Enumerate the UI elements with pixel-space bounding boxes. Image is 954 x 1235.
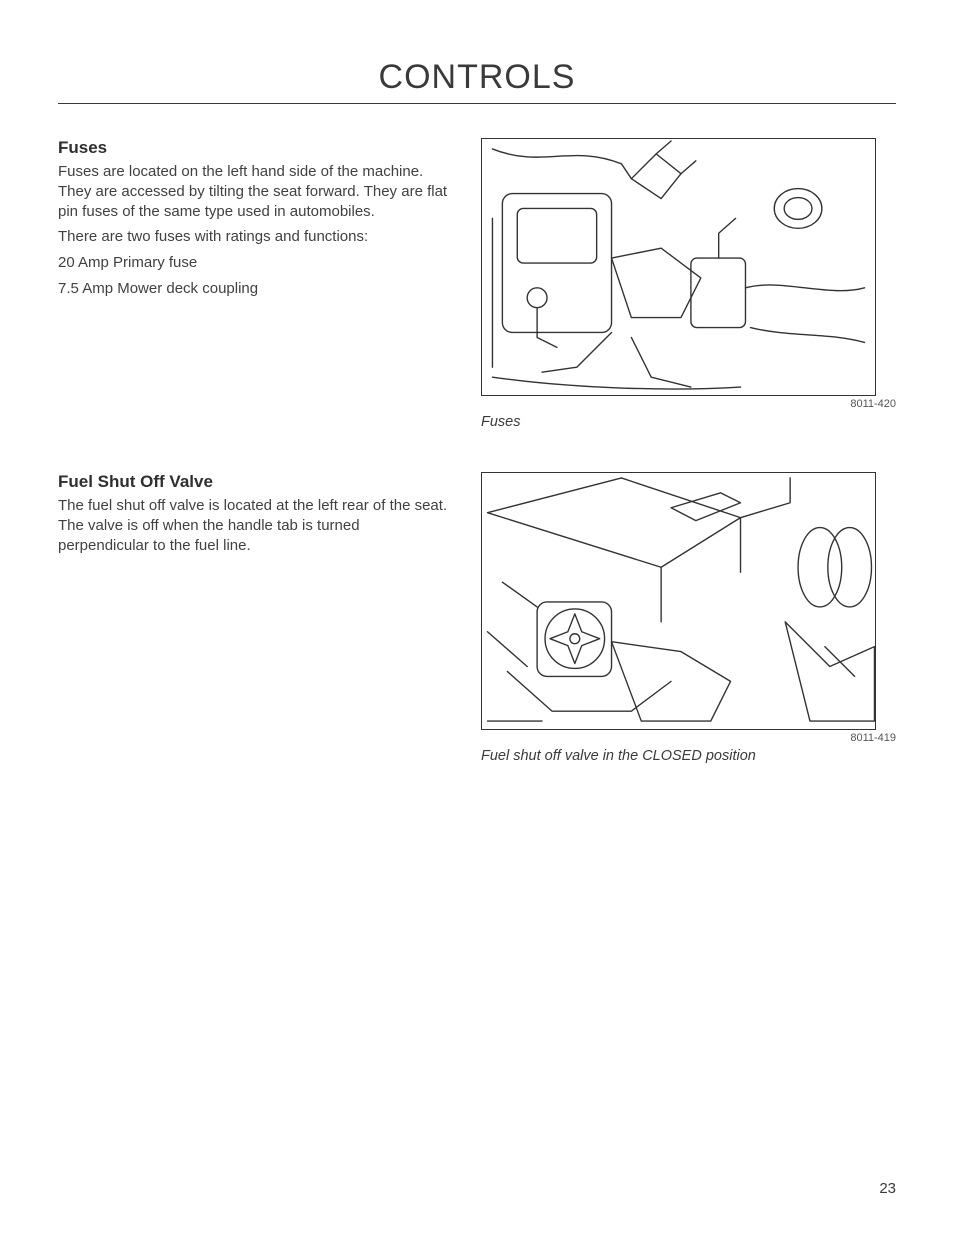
heading-fuses: Fuses <box>58 138 453 158</box>
figure-caption: Fuses <box>481 414 896 430</box>
figure-fuses <box>481 138 876 396</box>
page-title: CONTROLS <box>58 58 896 103</box>
body-paragraph: Fuses are located on the left hand side … <box>58 162 453 221</box>
figure-column: 8011-420 Fuses <box>481 138 896 472</box>
figure-ref: 8011-420 <box>481 398 896 410</box>
section-fuses: Fuses Fuses are located on the left hand… <box>58 138 896 472</box>
body-paragraph: The fuel shut off valve is located at th… <box>58 496 453 555</box>
figure-illustration <box>482 139 875 395</box>
text-column: Fuel Shut Off Valve The fuel shut off va… <box>58 472 453 806</box>
section-fuel-shutoff: Fuel Shut Off Valve The fuel shut off va… <box>58 472 896 806</box>
page-number: 23 <box>879 1180 896 1197</box>
figure-illustration <box>482 473 875 729</box>
figure-caption: Fuel shut off valve in the CLOSED positi… <box>481 748 896 764</box>
body-paragraph: 7.5 Amp Mower deck coupling <box>58 279 453 299</box>
figure-fuel-valve <box>481 472 876 730</box>
title-rule <box>58 103 896 104</box>
document-page: CONTROLS Fuses Fuses are located on the … <box>0 0 954 1235</box>
figure-column: 8011-419 Fuel shut off valve in the CLOS… <box>481 472 896 806</box>
body-paragraph: 20 Amp Primary fuse <box>58 253 453 273</box>
figure-ref: 8011-419 <box>481 732 896 744</box>
heading-fuel-shutoff: Fuel Shut Off Valve <box>58 472 453 492</box>
body-paragraph: There are two fuses with ratings and fun… <box>58 227 453 247</box>
text-column: Fuses Fuses are located on the left hand… <box>58 138 453 472</box>
